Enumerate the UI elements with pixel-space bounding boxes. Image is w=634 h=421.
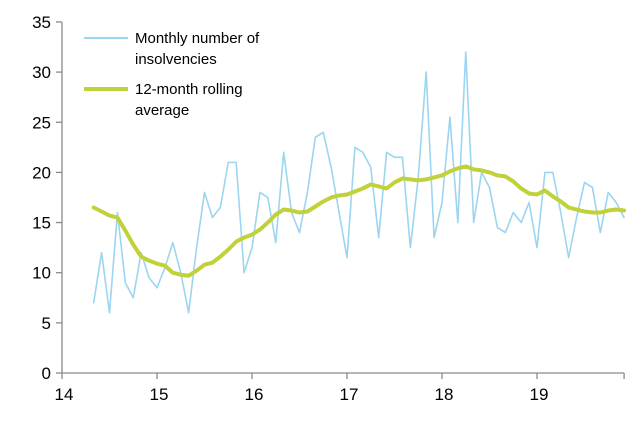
legend-label-rolling-average: 12-month rolling average: [135, 81, 243, 119]
y-tick-label: 30: [32, 63, 51, 82]
x-tick-label: 17: [340, 385, 359, 404]
x-tick-label: 16: [245, 385, 264, 404]
y-tick-label: 5: [42, 314, 51, 333]
legend-line-rolling-average-icon: [84, 87, 128, 91]
y-tick-label: 0: [42, 364, 51, 383]
series-polyline-rolling-average: [91, 164, 627, 278]
legend-item-monthly: Monthly number of insolvencies: [84, 28, 314, 70]
chart-legend: Monthly number of insolvencies 12-month …: [84, 28, 314, 130]
x-tick-label: 18: [435, 385, 454, 404]
legend-label-monthly: Monthly number of insolvencies: [135, 30, 260, 68]
y-tick-label: 15: [32, 214, 51, 233]
x-tick-label: 14: [55, 385, 74, 404]
legend-line-monthly-icon: [84, 37, 128, 39]
legend-item-rolling-average: 12-month rolling average: [84, 79, 314, 121]
x-tick-label: 19: [530, 385, 549, 404]
y-tick-label: 20: [32, 163, 51, 182]
y-tick-label: 10: [32, 264, 51, 283]
series-polyline-monthly: [92, 51, 625, 314]
y-tick-label: 35: [32, 13, 51, 32]
x-tick-label: 15: [150, 385, 169, 404]
y-tick-label: 25: [32, 113, 51, 132]
